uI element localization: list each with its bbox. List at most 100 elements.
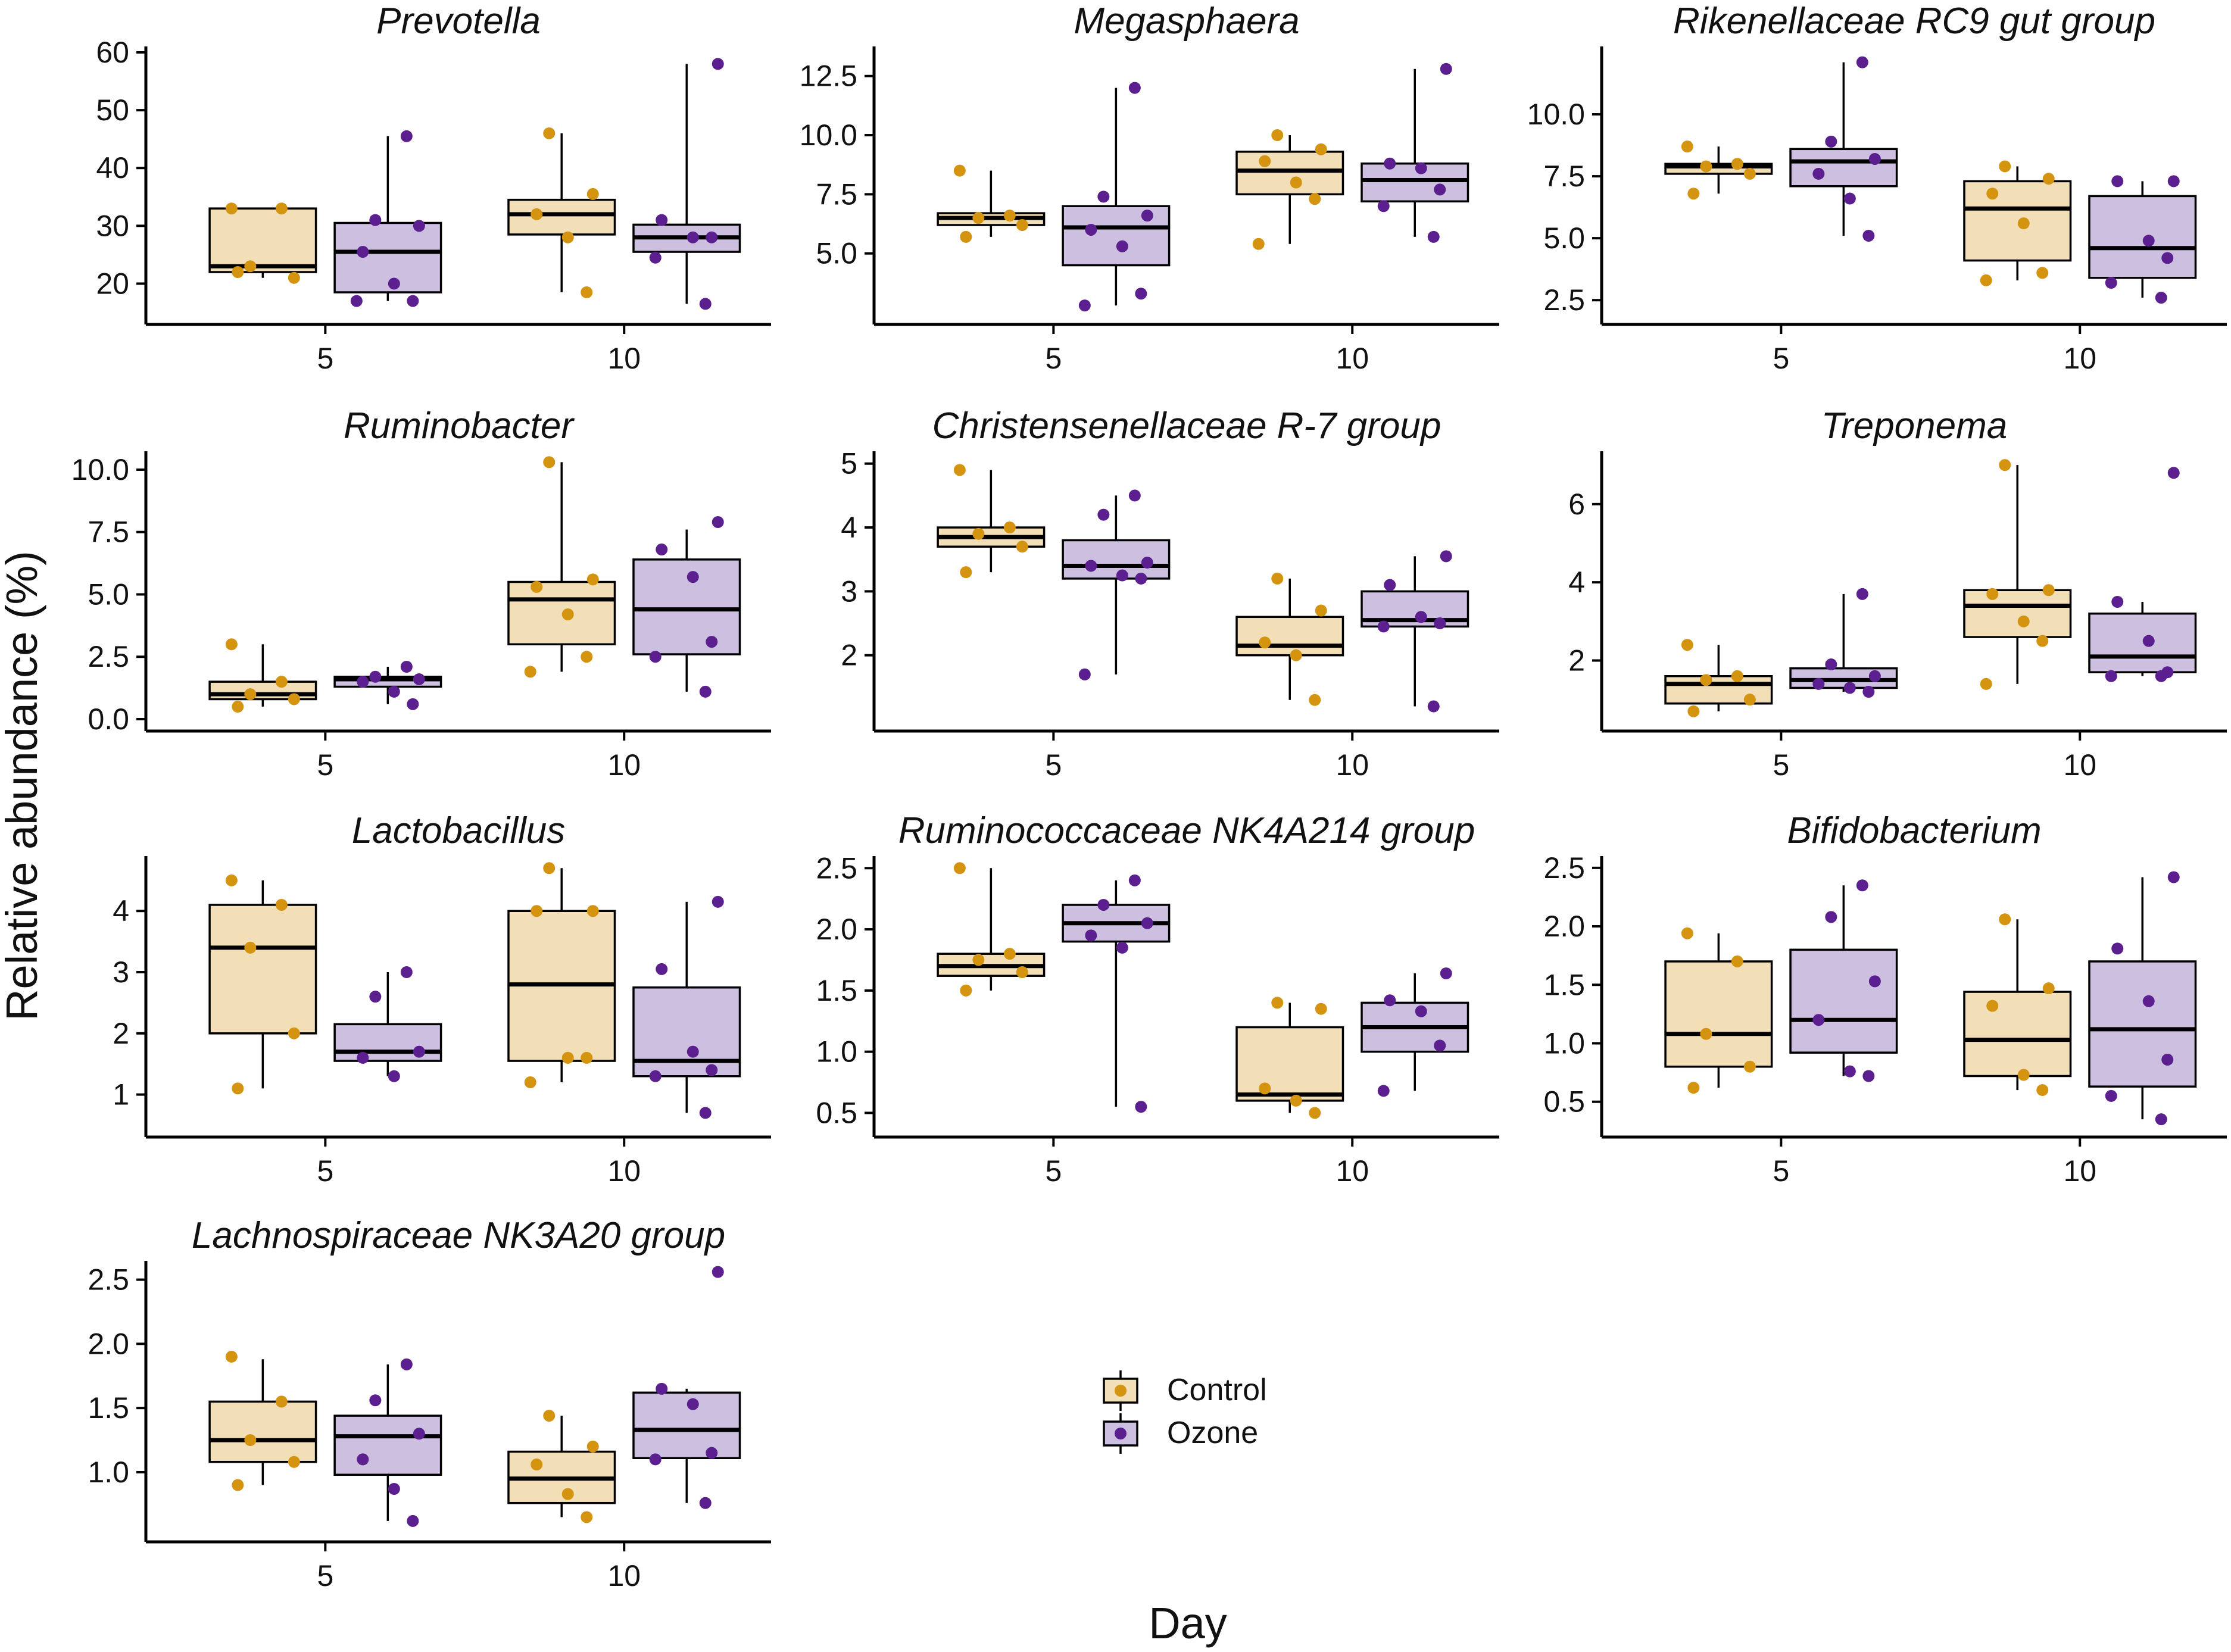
data-point bbox=[1003, 948, 1016, 960]
data-point bbox=[1843, 682, 1856, 694]
iqr-box bbox=[1361, 162, 1469, 203]
data-point bbox=[656, 1382, 668, 1395]
data-point bbox=[413, 1428, 425, 1440]
data-point bbox=[225, 874, 238, 886]
data-point bbox=[706, 231, 718, 243]
iqr-box bbox=[208, 1400, 317, 1463]
data-point bbox=[407, 1514, 419, 1527]
box-control-day-5 bbox=[937, 164, 1046, 243]
legend-label-control: Control bbox=[1167, 1373, 1267, 1407]
box-control-day-5 bbox=[208, 874, 317, 1095]
data-point bbox=[1862, 1070, 1875, 1082]
panel-title: Rikenellaceae RC9 gut group bbox=[1673, 1, 2155, 42]
data-point bbox=[1085, 929, 1097, 942]
box-ozone-day-10 bbox=[2088, 467, 2197, 682]
box-control-day-5 bbox=[208, 1350, 317, 1491]
data-point bbox=[1681, 639, 1693, 651]
data-point bbox=[357, 246, 369, 258]
iqr-box bbox=[333, 221, 442, 293]
iqr-box bbox=[2088, 195, 2197, 279]
data-point bbox=[369, 991, 382, 1003]
box-control-day-10 bbox=[1235, 997, 1344, 1119]
box-control-day-5 bbox=[1664, 927, 1773, 1094]
data-point bbox=[656, 544, 668, 556]
y-tick-label: 7.5 bbox=[88, 516, 129, 549]
box-ozone-day-10 bbox=[632, 1266, 741, 1509]
data-point bbox=[407, 698, 419, 710]
data-point bbox=[1116, 240, 1128, 252]
data-point bbox=[2142, 235, 2155, 247]
y-tick-label: 5.0 bbox=[88, 577, 129, 611]
panel-title: Treponema bbox=[1821, 405, 2007, 446]
data-point bbox=[1003, 210, 1016, 222]
panel-title: Bifidobacterium bbox=[1787, 810, 2041, 851]
data-point bbox=[1271, 572, 1284, 585]
data-point bbox=[407, 295, 419, 307]
box-control-day-10 bbox=[1963, 913, 2072, 1097]
data-point bbox=[656, 963, 668, 975]
data-point bbox=[656, 214, 668, 226]
box-control-day-10 bbox=[507, 127, 616, 299]
box-ozone-day-10 bbox=[632, 516, 741, 698]
data-point bbox=[1384, 994, 1396, 1007]
data-point bbox=[2105, 670, 2117, 682]
iqr-box bbox=[1235, 616, 1344, 657]
data-point bbox=[2036, 1084, 2049, 1097]
data-point bbox=[1415, 611, 1427, 623]
box-ozone-day-10 bbox=[2088, 871, 2197, 1126]
box-ozone-day-5 bbox=[1062, 489, 1171, 680]
y-tick-label: 2 bbox=[1568, 644, 1585, 677]
iqr-box bbox=[2088, 612, 2197, 673]
iqr-box bbox=[1062, 539, 1171, 580]
data-point bbox=[2167, 871, 2180, 883]
data-point bbox=[1271, 997, 1284, 1009]
x-tick-label: 5 bbox=[1773, 1154, 1789, 1188]
data-point bbox=[524, 1076, 536, 1089]
data-point bbox=[1427, 230, 1440, 243]
data-point bbox=[1315, 143, 1327, 155]
data-point bbox=[357, 1453, 369, 1466]
data-point bbox=[1377, 200, 1390, 213]
data-point bbox=[1141, 557, 1153, 569]
data-point bbox=[2105, 1089, 2117, 1102]
data-point bbox=[1862, 229, 1875, 242]
data-point bbox=[1135, 572, 1147, 585]
data-point bbox=[2042, 584, 2055, 597]
legend-label-ozone: Ozone bbox=[1167, 1416, 1258, 1450]
data-point bbox=[1271, 129, 1284, 142]
data-point bbox=[1259, 636, 1271, 649]
data-point bbox=[699, 1107, 712, 1119]
data-point bbox=[561, 231, 574, 243]
data-point bbox=[960, 566, 972, 579]
x-tick-label: 10 bbox=[1336, 342, 1369, 375]
data-point bbox=[1743, 167, 1756, 180]
data-point bbox=[413, 220, 425, 232]
x-tick-label: 5 bbox=[317, 1559, 333, 1592]
iqr-box bbox=[632, 1391, 741, 1460]
data-point bbox=[1731, 158, 1743, 170]
data-point bbox=[1999, 160, 2011, 173]
data-point bbox=[275, 1395, 288, 1408]
data-point bbox=[1309, 193, 1321, 205]
data-point bbox=[953, 164, 966, 177]
data-point bbox=[1377, 620, 1390, 633]
data-point bbox=[960, 230, 972, 243]
data-point bbox=[350, 295, 363, 307]
y-tick-label: 3 bbox=[113, 955, 129, 989]
iqr-box bbox=[1235, 151, 1344, 196]
data-point bbox=[1986, 588, 1999, 600]
panel-title: Ruminobacter bbox=[344, 405, 575, 446]
data-point bbox=[712, 516, 724, 528]
data-point bbox=[400, 130, 413, 142]
data-point bbox=[561, 1051, 574, 1064]
box-ozone-day-5 bbox=[1789, 879, 1898, 1082]
data-point bbox=[1856, 879, 1868, 892]
data-point bbox=[586, 573, 599, 586]
iqr-box bbox=[1062, 205, 1171, 267]
data-point bbox=[1415, 162, 1427, 174]
data-point bbox=[2017, 615, 2030, 627]
iqr-box bbox=[1963, 180, 2072, 262]
data-point bbox=[1825, 911, 1837, 923]
iqr-box bbox=[507, 580, 616, 646]
data-point bbox=[2042, 982, 2055, 995]
